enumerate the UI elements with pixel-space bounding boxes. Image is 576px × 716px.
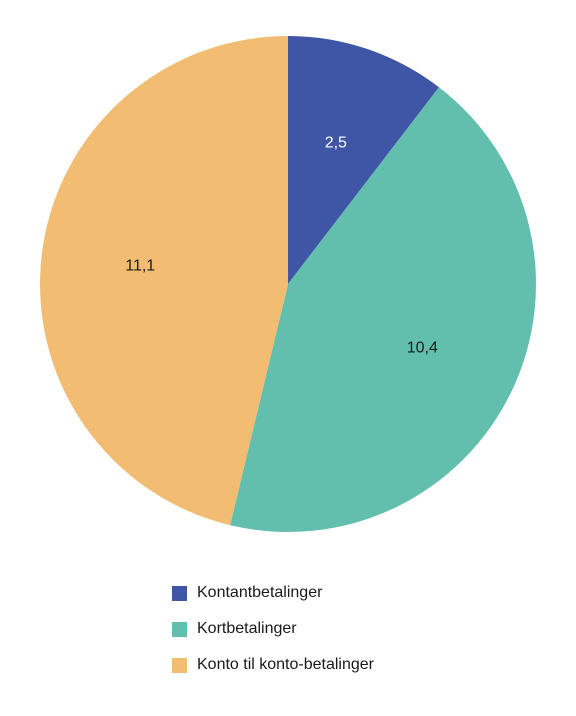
- legend: Kontantbetalinger Kortbetalinger Konto t…: [172, 583, 374, 691]
- legend-swatch: [172, 657, 187, 673]
- pie-slice-kortbetalinger: [230, 87, 537, 533]
- pie-slices: [39, 36, 537, 533]
- pie-chart: 2,5 10,4 11,1: [39, 36, 537, 533]
- legend-label: Kortbetalinger: [197, 620, 297, 637]
- legend-item-konto-til-konto-betalinger: Konto til konto-betalinger: [172, 655, 374, 675]
- legend-item-kortbetalinger: Kortbetalinger: [172, 619, 374, 639]
- legend-swatch: [172, 621, 187, 637]
- legend-item-kontantbetalinger: Kontantbetalinger: [172, 583, 374, 603]
- pie-slice-konto-til-konto-betalinger: [39, 36, 288, 526]
- legend-label: Kontantbetalinger: [197, 584, 323, 601]
- legend-label: Konto til konto-betalinger: [197, 656, 374, 673]
- pie-slice-kontantbetalinger: [288, 36, 439, 284]
- slice-value-label: 2,5: [325, 134, 347, 151]
- pie-labels: 2,5 10,4 11,1: [125, 134, 438, 356]
- slice-value-label: 11,1: [125, 258, 155, 275]
- legend-swatch: [172, 585, 187, 601]
- slice-value-label: 10,4: [407, 339, 438, 356]
